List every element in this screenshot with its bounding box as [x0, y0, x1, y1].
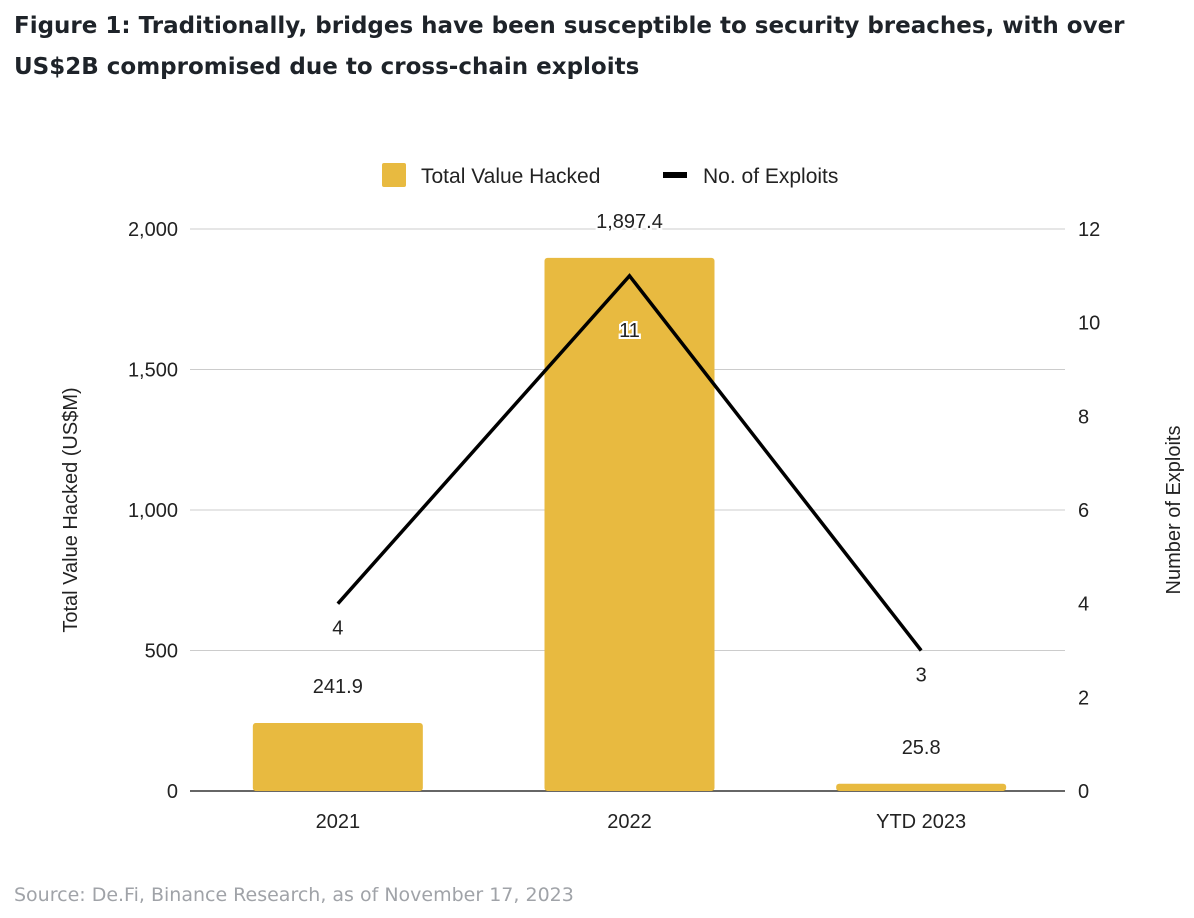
line-data-label: 3 — [916, 665, 927, 687]
bar — [836, 783, 1007, 791]
source-note: Source: De.Fi, Binance Research, as of N… — [14, 884, 574, 906]
bar — [252, 723, 423, 791]
line-data-label: 4 — [332, 618, 343, 640]
bar-data-label: 25.8 — [902, 737, 941, 759]
y-tick-label: 0 — [167, 781, 178, 803]
bar-data-label: 1,897.4 — [596, 211, 663, 233]
chart-title: Figure 1: Traditionally, bridges have be… — [14, 13, 1125, 80]
x-tick-label: 2021 — [316, 811, 361, 833]
y-tick-label: 1,000 — [128, 500, 178, 522]
y2-tick-label: 0 — [1078, 781, 1089, 803]
y2-tick-label: 10 — [1078, 313, 1100, 335]
legend-swatch-bar — [382, 163, 406, 187]
y-tick-label: 500 — [145, 641, 178, 663]
x-tick-label: YTD 2023 — [876, 811, 966, 833]
y-tick-label: 2,000 — [128, 219, 178, 241]
legend-swatch-line — [663, 172, 687, 178]
y2-tick-label: 2 — [1078, 687, 1089, 709]
line-data-label: 11 — [619, 320, 640, 342]
y-axis-label: Total Value Hacked (US$M) — [60, 387, 82, 632]
y2-tick-label: 8 — [1078, 406, 1089, 428]
x-tick-label: 2022 — [607, 811, 652, 833]
y2-axis-label: Number of Exploits — [1163, 426, 1185, 595]
y-tick-label: 1,500 — [128, 360, 178, 382]
legend-label: Total Value Hacked — [421, 165, 600, 188]
bar-data-label: 241.9 — [313, 676, 363, 698]
legend-label: No. of Exploits — [703, 165, 838, 188]
y2-tick-label: 6 — [1078, 500, 1089, 522]
bar — [544, 257, 715, 792]
y2-tick-label: 4 — [1078, 594, 1089, 616]
y2-tick-label: 12 — [1078, 219, 1100, 241]
